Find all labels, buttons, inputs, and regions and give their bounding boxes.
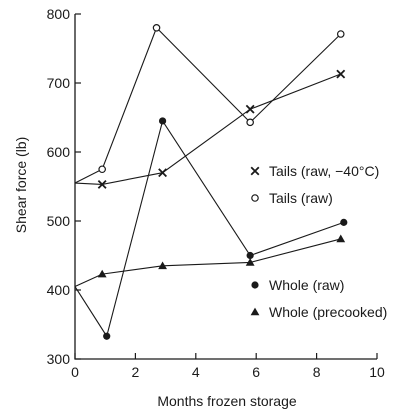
- legend-label-tails-raw-40-c: Tails (raw, −40°C): [269, 163, 379, 179]
- y-tick-label: 700: [47, 75, 71, 91]
- legend-marker-whole-raw: [251, 281, 259, 289]
- legend-item-whole-raw: Whole (raw): [251, 277, 344, 293]
- data-point-tails-raw-40-c: [158, 168, 168, 178]
- y-tick-label: 600: [47, 144, 71, 160]
- series-whole-precooked: [74, 234, 346, 288]
- series-whole-raw: [74, 117, 348, 340]
- x-tick-label: 0: [71, 364, 79, 380]
- axes: 300 400 500 600 700 800 0 2 4 6 8 10: [47, 6, 385, 380]
- legend-label-tails-raw: Tails (raw): [269, 190, 333, 206]
- x-tick-label: 6: [252, 364, 260, 380]
- data-point-tails-raw: [98, 165, 106, 174]
- y-tick-label: 400: [47, 282, 71, 298]
- data-point-tails-raw-40-c: [336, 69, 346, 79]
- data-point-whole-raw: [246, 251, 254, 260]
- data-point-tails-raw: [336, 30, 345, 38]
- y-tick-label: 800: [47, 6, 71, 22]
- x-axis-title: Months frozen storage: [157, 393, 297, 409]
- data-point-tails-raw-40-c: [97, 179, 107, 189]
- series-tails-raw: [74, 23, 345, 184]
- legend-marker-tails-raw: [251, 194, 259, 202]
- y-tick-label: 500: [47, 213, 71, 229]
- data-point-whole-raw: [340, 218, 348, 226]
- data-point-tails-raw-40-c: [245, 104, 255, 114]
- legend-label-whole-raw: Whole (raw): [269, 277, 344, 293]
- legend-item-tails-raw: Tails (raw): [251, 190, 333, 206]
- legend: Tails (raw, −40°C) Tails (raw) Whole (raw)…: [250, 163, 387, 320]
- y-axis-title: Shear force (lb): [13, 137, 29, 233]
- data-point-whole-precooked: [158, 261, 167, 270]
- data-point-whole-precooked: [97, 269, 107, 278]
- series-tails-raw-40-c: [74, 69, 346, 189]
- x-tick-label: 2: [132, 364, 140, 380]
- y-tick-label: 300: [47, 351, 71, 367]
- x-tick-label: 10: [369, 364, 385, 380]
- data-point-tails-raw: [246, 118, 254, 127]
- legend-marker-tails-raw-40-c: [250, 166, 260, 176]
- x-tick-label: 4: [192, 364, 200, 380]
- data-point-whole-precooked: [336, 234, 346, 243]
- x-tick-label: 8: [313, 364, 321, 380]
- legend-label-whole-precooked: Whole (precooked): [269, 304, 387, 320]
- series-group: [74, 23, 348, 340]
- legend-item-whole-precooked: Whole (precooked): [250, 304, 387, 320]
- legend-item-tails-raw-40-c: Tails (raw, −40°C): [250, 163, 379, 179]
- data-point-whole-raw: [158, 117, 167, 125]
- data-point-whole-raw: [103, 332, 111, 340]
- legend-marker-whole-precooked: [250, 307, 260, 316]
- series-line-tails-raw: [74, 26, 342, 184]
- data-point-tails-raw: [152, 23, 161, 32]
- data-point-whole-precooked: [245, 258, 255, 266]
